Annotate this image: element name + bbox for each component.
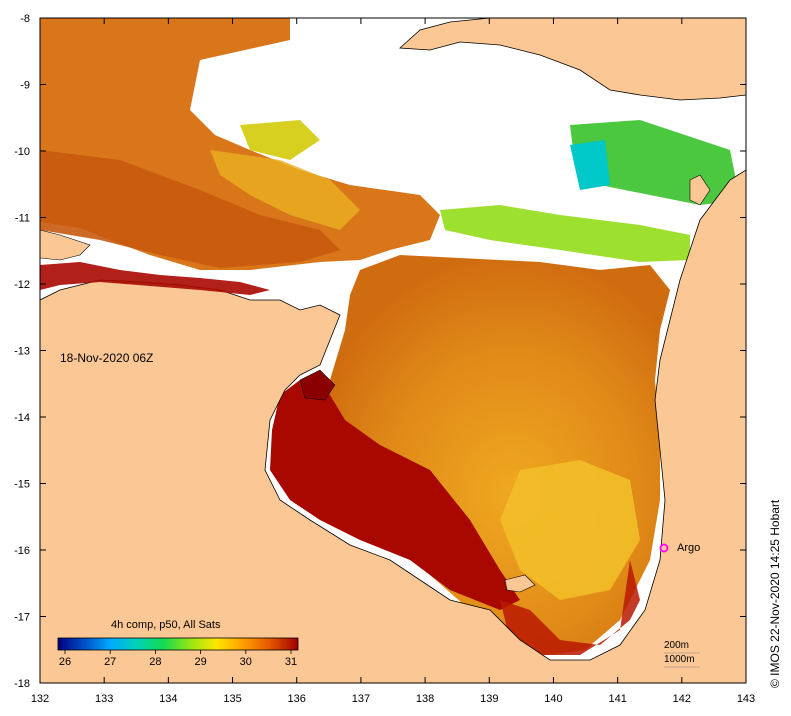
gulf-hot-south — [500, 560, 640, 655]
land-new-guinea — [399, 18, 746, 101]
arafura-warm-strip — [40, 150, 340, 268]
y-tick-label: -13 — [14, 346, 30, 358]
colorbar-tick-label: 27 — [104, 656, 117, 668]
x-tick-label: 143 — [737, 693, 755, 705]
green-patch-band — [440, 205, 690, 262]
gulf-hot-west — [270, 380, 520, 610]
colorbar-tick-label: 26 — [58, 656, 72, 668]
land-cape-york-bit — [689, 174, 711, 206]
colorbar-tick-label: 28 — [149, 656, 162, 668]
cyan-patch — [570, 140, 610, 190]
colorbar-tick-label: 29 — [194, 656, 207, 668]
x-tick-label: 137 — [352, 693, 370, 705]
x-tick-label: 133 — [95, 693, 113, 705]
x-tick-label: 136 — [288, 693, 306, 705]
land-mornington — [504, 574, 536, 593]
y-tick-label: -12 — [14, 279, 30, 291]
y-tick-label: -15 — [14, 479, 30, 491]
x-tick-label: 141 — [608, 693, 626, 705]
argo-label: Argo — [677, 542, 701, 554]
legend-200m-label: 200m — [664, 640, 690, 651]
legend-1000m-label: 1000m — [664, 654, 695, 665]
land-australia-nt — [40, 169, 746, 683]
y-tick-label: -16 — [14, 545, 30, 557]
x-tick-label: 134 — [159, 693, 177, 705]
argo-marker — [659, 543, 669, 553]
colorbar-gradient — [57, 637, 299, 651]
x-tick-label: 138 — [416, 693, 434, 705]
y-tick-label: -11 — [15, 213, 30, 225]
colorbar-title: 4h comp, p50, All Sats — [111, 619, 221, 631]
x-tick-label: 140 — [544, 693, 562, 705]
axis-ticks: 132 133 134 135 136 137 138 139 140 141 142 143 -8 -9… — [14, 13, 755, 705]
land-melville-coast — [40, 229, 91, 261]
y-tick-label: -14 — [14, 412, 30, 424]
colorbar-ticks — [64, 650, 292, 654]
land-groote-eylandt — [299, 369, 336, 401]
y-tick-label: -17 — [14, 612, 30, 624]
y-tick-label: -8 — [20, 13, 30, 25]
colorbar-tick-label: 30 — [239, 656, 252, 668]
arafura-yellow — [210, 150, 360, 230]
y-tick-label: -18 — [14, 678, 30, 690]
x-tick-label: 142 — [673, 693, 691, 705]
x-tick-label: 135 — [223, 693, 241, 705]
coastal-hot-nt — [40, 262, 270, 295]
y-tick-label: -10 — [14, 146, 30, 158]
yellow-band-west — [240, 120, 320, 160]
credit-label: © IMOS 22-Nov-2020 14:25 Hobart — [768, 499, 782, 688]
gulf-yellow-core — [500, 460, 640, 600]
colorbar-tick-label: 31 — [284, 656, 298, 668]
x-tick-label: 139 — [480, 693, 498, 705]
x-tick-label: 132 — [31, 693, 49, 705]
timestamp-label: 18-Nov-2020 06Z — [60, 351, 154, 365]
y-tick-label: -9 — [20, 80, 30, 92]
